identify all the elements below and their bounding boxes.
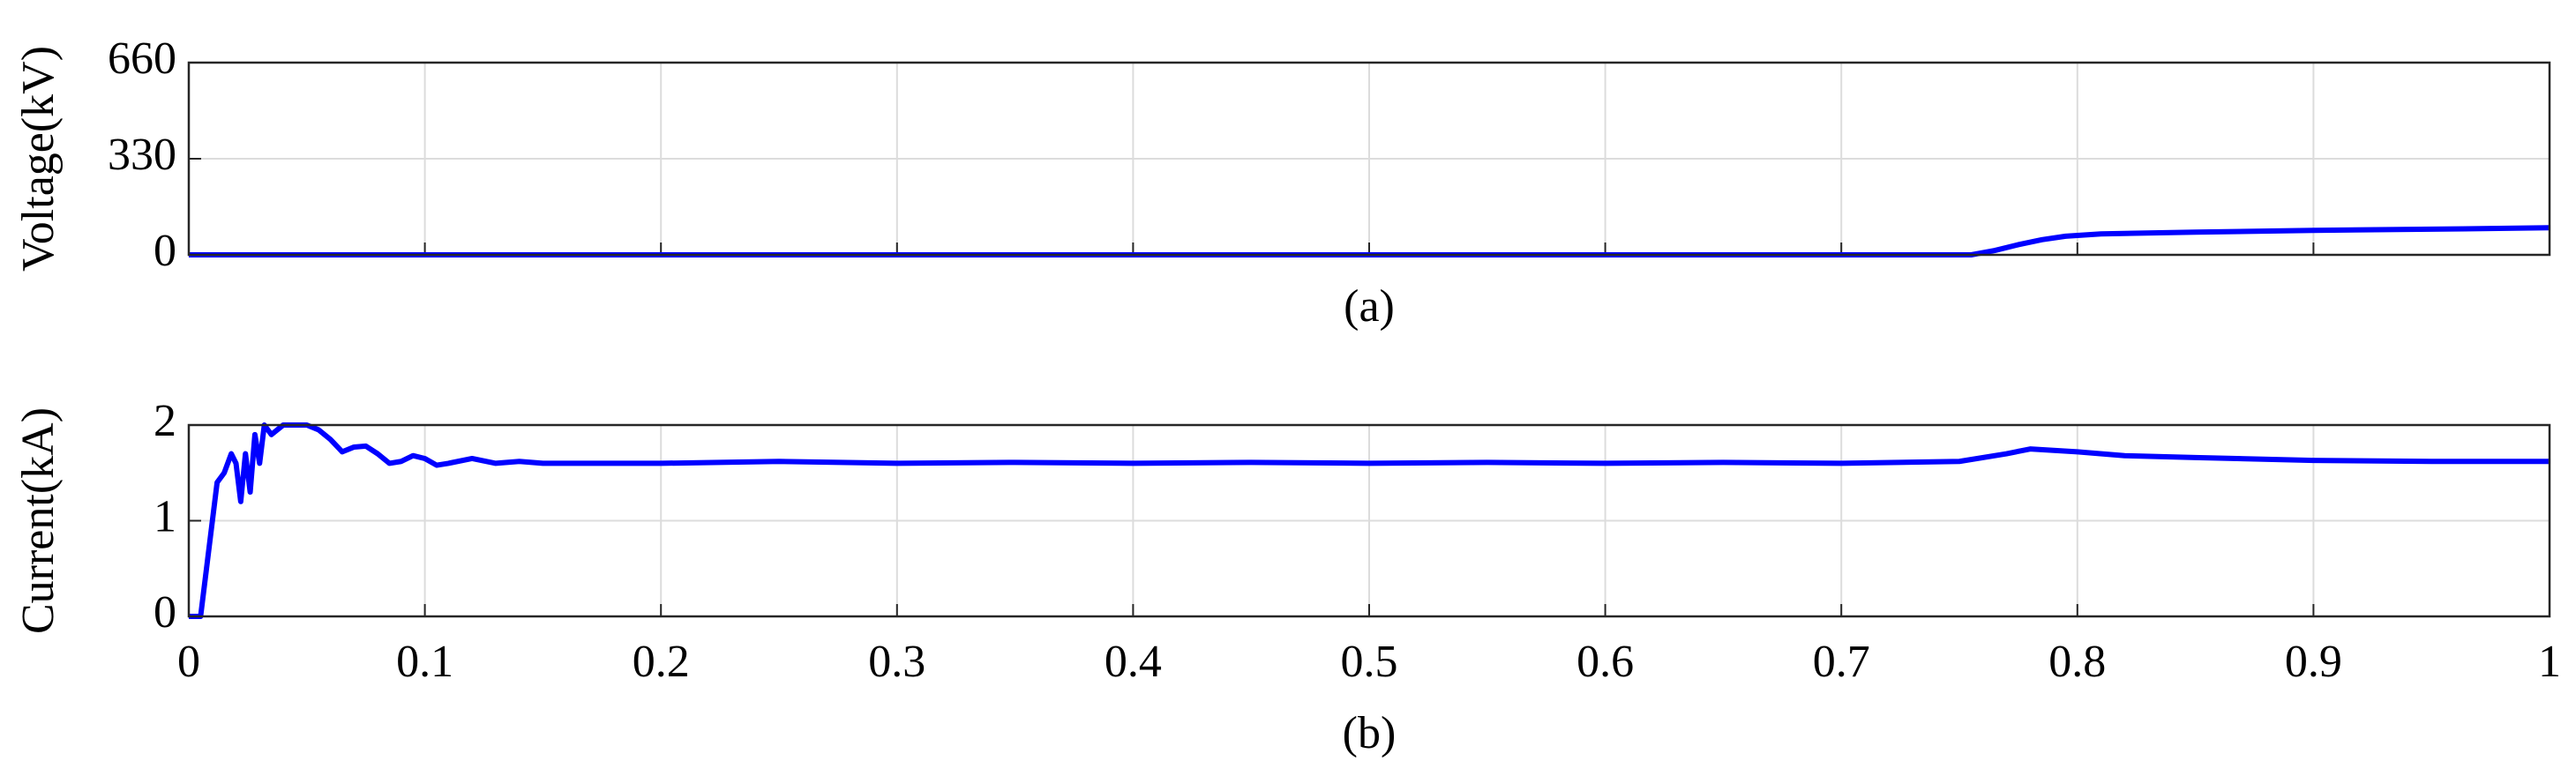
x-tick-label: 0.3 bbox=[868, 637, 925, 687]
x-tick-label: 0.7 bbox=[1813, 637, 1870, 687]
y-axis-label: Current(kA) bbox=[13, 407, 64, 634]
x-tick-label: 0.9 bbox=[2285, 637, 2342, 687]
x-tick-label: 0.5 bbox=[1341, 637, 1398, 687]
data-line bbox=[189, 422, 2550, 619]
y-tick-label: 0 bbox=[154, 226, 176, 276]
subplot-caption: (b) bbox=[1343, 708, 1397, 758]
x-tick-label: 0 bbox=[177, 637, 200, 687]
y-tick-label: 0 bbox=[154, 587, 176, 638]
x-tick-label: 1 bbox=[2538, 637, 2561, 687]
y-tick-label: 1 bbox=[154, 491, 176, 541]
x-tick-label: 0.4 bbox=[1105, 637, 1162, 687]
y-tick-label: 2 bbox=[154, 396, 176, 446]
y-tick-label: 330 bbox=[108, 130, 176, 180]
axes-box bbox=[187, 61, 2551, 257]
x-tick-label: 0.2 bbox=[633, 637, 690, 687]
subplot-caption: (a) bbox=[1344, 281, 1395, 332]
y-tick-label: 660 bbox=[108, 34, 176, 84]
data-line bbox=[189, 225, 2550, 257]
x-tick-label: 0.6 bbox=[1576, 637, 1634, 687]
x-tick-label: 0.8 bbox=[2048, 637, 2106, 687]
y-axis-label: Voltage(kV) bbox=[13, 46, 64, 272]
axes-box bbox=[187, 423, 2551, 618]
x-tick-label: 0.1 bbox=[396, 637, 453, 687]
